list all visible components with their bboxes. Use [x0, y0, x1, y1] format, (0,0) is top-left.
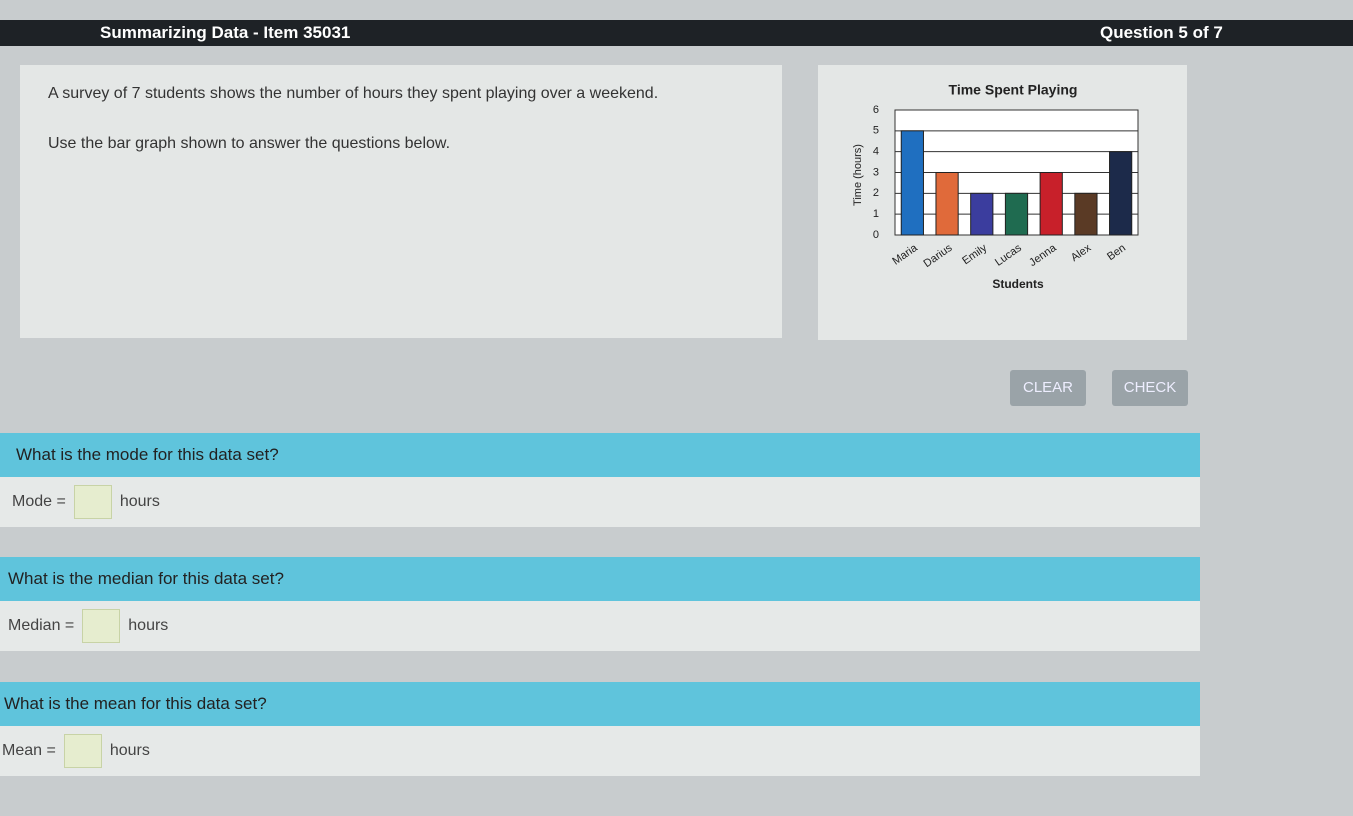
y-tick-label: 3 [873, 166, 879, 178]
x-tick-label: Maria [890, 242, 920, 268]
x-tick-label: Darius [922, 242, 955, 270]
x-tick-label: Jenna [1027, 242, 1059, 270]
answer-row: Mean = hours [0, 726, 1200, 776]
x-tick-label: Ben [1105, 242, 1128, 263]
question-text: What is the median for this data set? [0, 557, 1200, 601]
y-tick-label: 5 [873, 125, 879, 137]
question-text: What is the mode for this data set? [0, 433, 1200, 477]
answer-input[interactable] [63, 733, 102, 768]
answer-unit: hours [109, 742, 150, 759]
y-tick-label: 4 [873, 146, 879, 158]
y-tick-label: 1 [873, 208, 879, 220]
check-button[interactable]: CHECK [1112, 370, 1188, 406]
answer-label: Mean = [2, 742, 56, 759]
title: Summarizing Data - Item 35031 [100, 23, 351, 42]
chart-card: Time Spent Playing Students Time (hours)… [818, 65, 1187, 340]
x-tick-label: Lucas [993, 242, 1024, 269]
y-tick-label: 0 [873, 229, 879, 241]
chart-title: Time Spent Playing [949, 82, 1078, 98]
prompt-card: A survey of 7 students shows the number … [20, 65, 782, 338]
bar [1039, 172, 1063, 236]
y-axis-label: Time (hours) [852, 144, 864, 206]
bar [1074, 192, 1098, 236]
answer-unit: hours [128, 617, 169, 634]
prompt-text: Use the bar graph shown to answer the qu… [48, 135, 451, 152]
answer-label: Mode = [12, 493, 66, 510]
header: Summarizing Data - Item 35031 Question 5… [0, 20, 1353, 46]
y-tick-label: 6 [873, 104, 879, 116]
question: What is the median for this data set? Me… [0, 557, 1200, 651]
y-tick-label: 2 [873, 187, 879, 199]
answer-input[interactable] [73, 484, 112, 519]
clear-button[interactable]: CLEAR [1010, 370, 1086, 406]
x-axis-label: Students [992, 277, 1044, 291]
answer-row: Mode = hours [0, 477, 1200, 527]
answer-row: Median = hours [0, 601, 1200, 651]
bar [1004, 192, 1029, 236]
question: What is the mean for this data set? Mean… [0, 682, 1200, 776]
bar [1109, 151, 1133, 236]
answer-label: Median = [8, 617, 75, 634]
prompt-text: A survey of 7 students shows the number … [48, 85, 659, 102]
answer-input[interactable] [82, 608, 121, 643]
chart: Time Spent Playing Students Time (hours)… [852, 82, 1139, 291]
bar [935, 172, 959, 236]
question: What is the mode for this data set? Mode… [0, 433, 1200, 527]
progress: Question 5 of 7 [1100, 23, 1223, 42]
x-tick-label: Alex [1069, 242, 1094, 264]
bar [970, 192, 994, 236]
answer-unit: hours [119, 493, 160, 510]
bar [900, 130, 924, 236]
question-text: What is the mean for this data set? [0, 682, 1200, 726]
x-tick-label: Emily [960, 242, 989, 268]
